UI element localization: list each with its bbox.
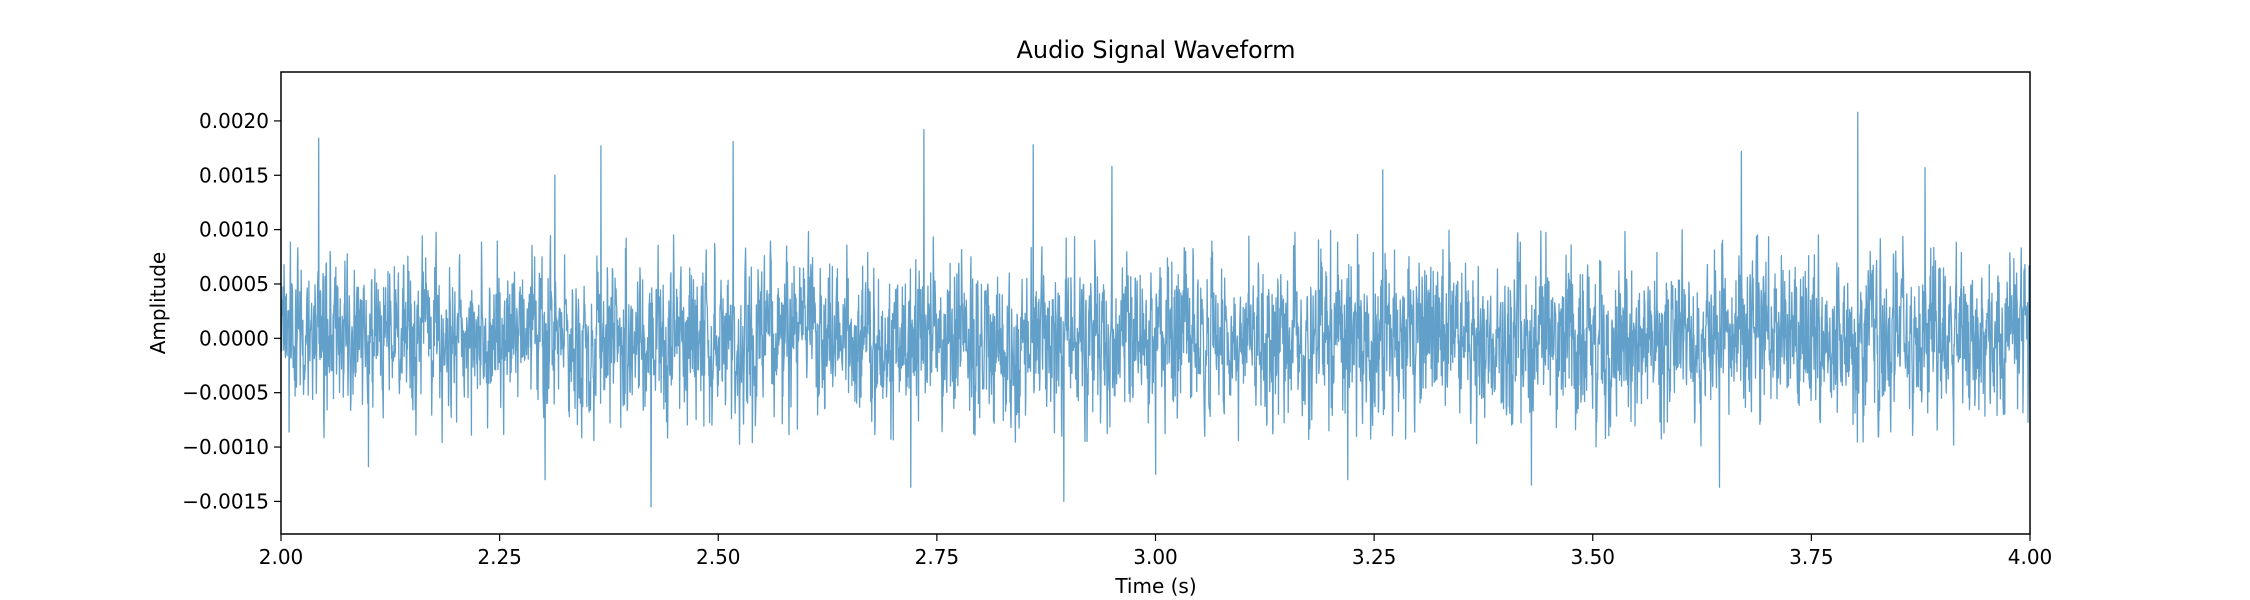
y-tick-label: −0.0015 xyxy=(182,489,269,513)
x-tick-label: 2.25 xyxy=(477,545,522,569)
y-tick-label: −0.0005 xyxy=(182,381,269,405)
y-tick-label: −0.0010 xyxy=(182,435,269,459)
waveform-series-line xyxy=(281,111,2030,508)
x-tick-label: 2.00 xyxy=(259,545,304,569)
y-axis: −0.0015 −0.0010 −0.0005 0.0000 0.0005 0.0010 0… xyxy=(182,109,281,513)
x-tick-label: 3.00 xyxy=(1133,545,1178,569)
y-axis-label: Amplitude xyxy=(146,252,170,355)
x-tick-label: 3.25 xyxy=(1352,545,1397,569)
y-tick-label: 0.0015 xyxy=(199,163,269,187)
waveform-line xyxy=(281,111,2030,508)
x-tick-label: 4.00 xyxy=(2008,545,2053,569)
y-tick-label: 0.0020 xyxy=(199,109,269,133)
chart-title: Audio Signal Waveform xyxy=(1016,36,1295,64)
x-tick-label: 2.75 xyxy=(915,545,960,569)
x-axis: 2.00 2.25 2.50 2.75 3.00 3.25 3.50 3.75 4.00 xyxy=(259,534,2053,569)
y-tick-label: 0.0005 xyxy=(199,272,269,296)
x-tick-label: 3.75 xyxy=(1789,545,1834,569)
y-tick-label: 0.0010 xyxy=(199,218,269,242)
plot-area xyxy=(280,71,2031,535)
x-tick-label: 3.50 xyxy=(1570,545,1615,569)
x-tick-label: 2.50 xyxy=(696,545,741,569)
x-axis-label: Time (s) xyxy=(1114,574,1196,598)
y-tick-label: 0.0000 xyxy=(199,326,269,350)
